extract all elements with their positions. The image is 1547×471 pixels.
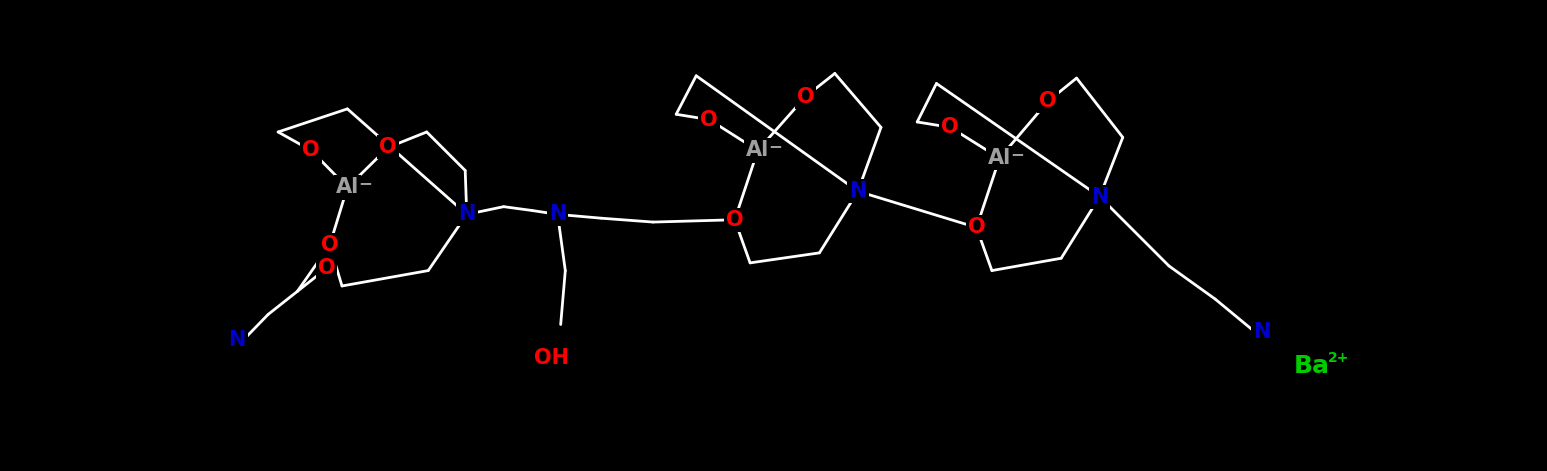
Text: N: N bbox=[549, 204, 566, 224]
Text: N: N bbox=[1091, 187, 1108, 207]
Text: O: O bbox=[726, 210, 744, 230]
Text: O: O bbox=[942, 117, 959, 138]
Text: Ba: Ba bbox=[1295, 354, 1330, 378]
Text: N: N bbox=[229, 330, 246, 350]
Text: O: O bbox=[701, 110, 718, 130]
Text: O: O bbox=[320, 235, 339, 255]
Text: Al: Al bbox=[989, 148, 1012, 168]
Text: O: O bbox=[797, 87, 814, 106]
Text: Al: Al bbox=[746, 140, 769, 161]
Text: OH: OH bbox=[534, 349, 569, 368]
Text: O: O bbox=[379, 138, 398, 157]
Text: N: N bbox=[849, 181, 866, 201]
Text: O: O bbox=[1040, 91, 1057, 111]
Text: N: N bbox=[1253, 322, 1270, 342]
Text: O: O bbox=[968, 218, 985, 237]
Text: −: − bbox=[1010, 145, 1024, 162]
Text: 2+: 2+ bbox=[1327, 351, 1349, 365]
Text: Al: Al bbox=[336, 178, 359, 197]
Text: −: − bbox=[359, 174, 371, 192]
Text: N: N bbox=[458, 204, 475, 224]
Text: −: − bbox=[769, 137, 783, 155]
Text: O: O bbox=[317, 258, 336, 278]
Text: O: O bbox=[302, 140, 320, 161]
